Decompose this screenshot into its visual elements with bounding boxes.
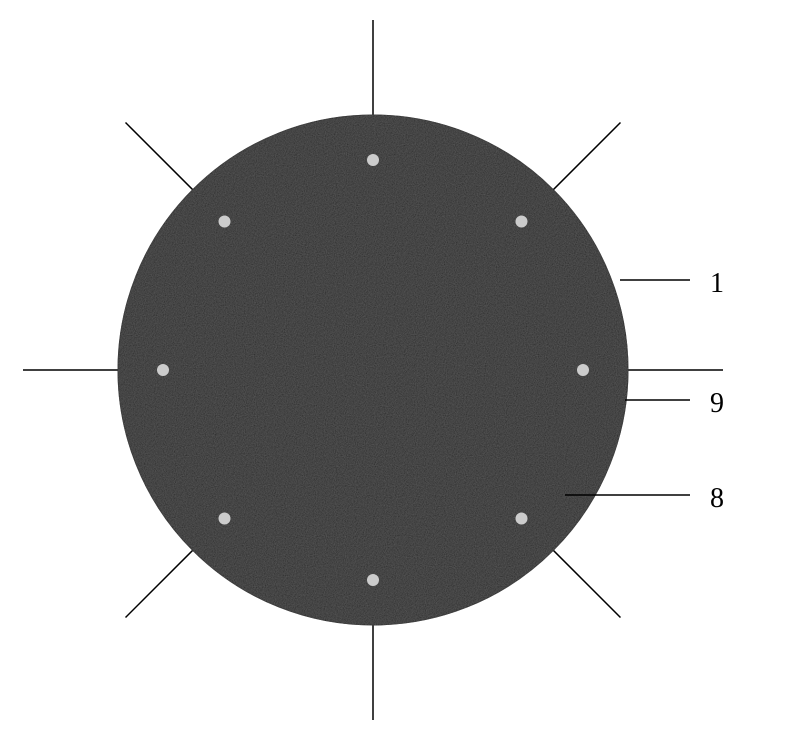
perimeter-dot (515, 512, 527, 524)
callout-label-8: 8 (710, 483, 724, 515)
callout-label-9: 9 (710, 388, 724, 420)
radial-line (126, 123, 202, 199)
perimeter-dot (157, 364, 169, 376)
diagram-container: 1 9 8 (0, 0, 800, 730)
radial-line (544, 541, 620, 617)
radial-line (126, 541, 202, 617)
perimeter-dot (367, 574, 379, 586)
callout-label-1: 1 (710, 268, 724, 300)
perimeter-dot (367, 154, 379, 166)
diagram-svg (0, 0, 800, 730)
perimeter-dot (515, 216, 527, 228)
radial-line (544, 123, 620, 199)
perimeter-dot (219, 216, 231, 228)
perimeter-dot (219, 512, 231, 524)
main-circle (118, 115, 628, 625)
perimeter-dot (577, 364, 589, 376)
